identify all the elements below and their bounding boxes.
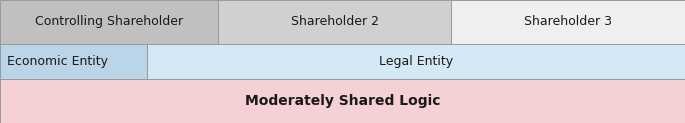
Bar xyxy=(451,0,685,44)
Bar xyxy=(0,44,147,79)
Bar xyxy=(0,79,685,123)
Text: Economic Entity: Economic Entity xyxy=(7,55,108,68)
Text: Legal Entity: Legal Entity xyxy=(379,55,453,68)
Text: Shareholder 2: Shareholder 2 xyxy=(290,15,379,28)
Text: Moderately Shared Logic: Moderately Shared Logic xyxy=(245,94,440,108)
Text: Controlling Shareholder: Controlling Shareholder xyxy=(35,15,183,28)
Bar xyxy=(218,0,451,44)
Bar xyxy=(147,44,685,79)
Text: Shareholder 3: Shareholder 3 xyxy=(524,15,612,28)
Bar xyxy=(0,0,218,44)
